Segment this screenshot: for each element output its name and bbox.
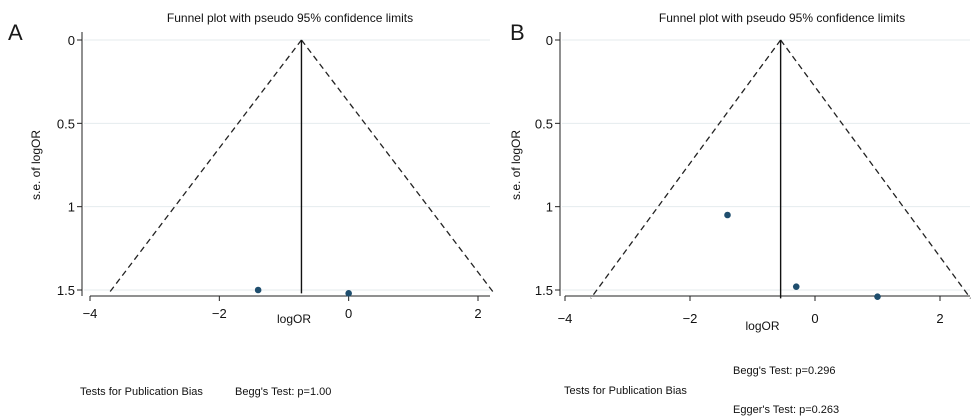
bias-test-note: Begg's Test: p=0.296 xyxy=(733,365,836,377)
y-tick-label: 1 xyxy=(546,200,553,215)
study-point xyxy=(792,283,800,290)
panel-letter: B xyxy=(510,20,525,45)
ci-limit-right xyxy=(780,39,972,299)
panel-b: B Funnel plot with pseudo 95% confidence … xyxy=(509,11,972,416)
x-axis-label: logOR xyxy=(277,312,311,326)
x-tick-label: 0 xyxy=(811,311,818,326)
x-tick-label: 0 xyxy=(345,306,352,321)
panel-letter: A xyxy=(8,20,23,45)
ci-limit-right xyxy=(300,39,495,294)
x-axis-label: logOR xyxy=(745,319,779,333)
x-tick-label: 2 xyxy=(936,311,943,326)
y-tick-label: 1.5 xyxy=(535,283,553,298)
bias-test-note: Begg's Test: p=1.00 xyxy=(235,386,331,398)
y-tick-label: 0.5 xyxy=(535,116,553,131)
y-axis-label: s.e. of logOR xyxy=(29,130,43,200)
ci-limit-left xyxy=(108,39,302,294)
y-tick-label: 1 xyxy=(68,200,75,215)
x-tick-label: 2 xyxy=(474,306,481,321)
study-point xyxy=(874,293,881,300)
x-tick-label: −4 xyxy=(558,311,573,326)
bias-test-note: Tests for Publication Bias xyxy=(564,385,687,397)
chart-title: Funnel plot with pseudo 95% confidence l… xyxy=(167,11,413,25)
study-point xyxy=(345,290,352,297)
chart-title: Funnel plot with pseudo 95% confidence l… xyxy=(659,11,905,25)
y-axis-label: s.e. of logOR xyxy=(509,130,523,200)
y-tick-label: 1.5 xyxy=(57,283,75,298)
y-tick-label: 0.5 xyxy=(57,116,75,131)
bias-test-note: Egger's Test: p=0.263 xyxy=(733,404,839,416)
panel-a: A Funnel plot with pseudo 95% confidence … xyxy=(8,11,495,398)
y-tick-label: 0 xyxy=(546,33,553,48)
bias-test-note: Tests for Publication Bias xyxy=(80,386,203,398)
x-tick-label: −2 xyxy=(683,311,698,326)
x-tick-label: −4 xyxy=(83,306,98,321)
study-point xyxy=(724,211,731,219)
x-tick-label: −2 xyxy=(212,306,227,321)
ci-limit-left xyxy=(590,39,782,299)
study-point xyxy=(254,286,262,294)
y-tick-label: 0 xyxy=(68,33,75,48)
